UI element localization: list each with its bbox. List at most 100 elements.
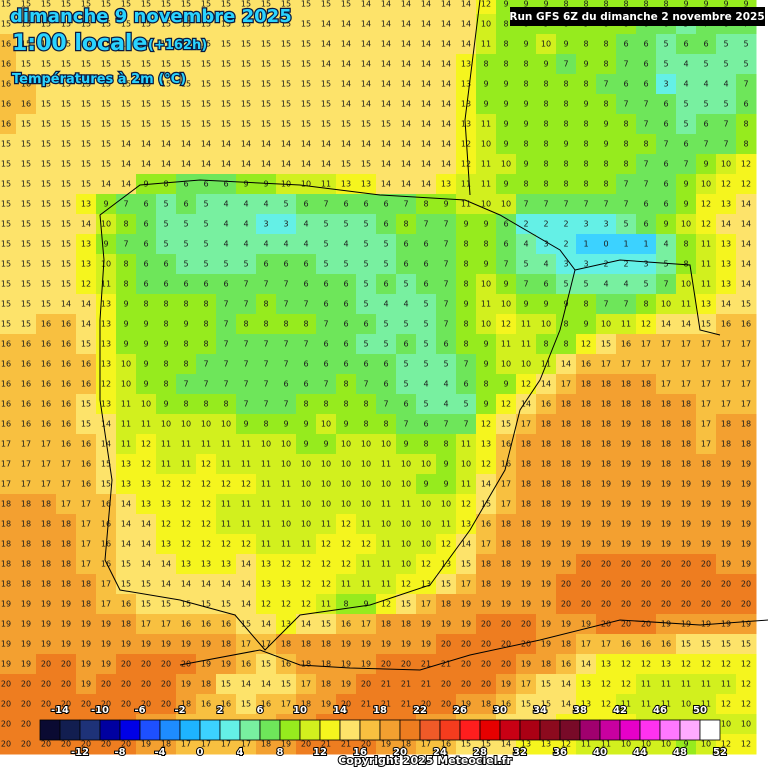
temperature-value: 7 xyxy=(243,400,248,409)
temperature-cell xyxy=(116,614,137,635)
temperature-cell xyxy=(336,614,357,635)
temperature-value: 5 xyxy=(403,360,408,369)
temperature-value: 17 xyxy=(741,340,751,349)
temperature-value: 10 xyxy=(301,180,311,189)
temperature-value: 14 xyxy=(361,80,371,89)
temperature-value: 14 xyxy=(441,100,451,109)
temperature-cell xyxy=(696,254,717,275)
temperature-cell xyxy=(596,494,617,515)
temperature-cell xyxy=(196,434,217,455)
temperature-cell xyxy=(236,374,257,395)
temperature-cell xyxy=(396,354,417,375)
temperature-value: 14 xyxy=(381,40,391,49)
temperature-value: 17 xyxy=(501,480,511,489)
temperature-cell xyxy=(136,34,157,55)
temperature-cell xyxy=(256,194,277,215)
temperature-cell xyxy=(316,34,337,55)
temperature-value: 10 xyxy=(421,540,431,549)
temperature-cell xyxy=(0,234,17,255)
temperature-cell xyxy=(416,374,437,395)
temperature-value: 18 xyxy=(401,620,411,629)
temperature-value: 15 xyxy=(381,120,391,129)
temperature-value: 17 xyxy=(421,600,431,609)
temperature-value: 14 xyxy=(181,160,191,169)
temperature-value: 8 xyxy=(463,340,468,349)
temperature-cell xyxy=(496,174,517,195)
temperature-value: 7 xyxy=(243,300,248,309)
temperature-cell xyxy=(616,554,637,575)
temperature-cell xyxy=(536,174,557,195)
temperature-value: 18 xyxy=(521,540,531,549)
temperature-cell xyxy=(376,334,397,355)
temperature-cell xyxy=(436,114,457,135)
temperature-value: 18 xyxy=(41,560,51,569)
temperature-value: 15 xyxy=(81,420,91,429)
temperature-value: 19 xyxy=(361,660,371,669)
temperature-cell xyxy=(116,34,137,55)
temperature-value: 13 xyxy=(661,660,671,669)
temperature-cell xyxy=(436,294,457,315)
temperature-cell xyxy=(596,354,617,375)
temperature-cell xyxy=(256,354,277,375)
temperature-value: 19 xyxy=(701,540,711,549)
temperature-value: 12 xyxy=(701,220,711,229)
temperature-cell xyxy=(696,454,717,475)
temperature-cell xyxy=(396,14,417,35)
temperature-cell xyxy=(636,554,657,575)
temperature-value: 9 xyxy=(323,440,328,449)
temperature-value: 13 xyxy=(461,100,471,109)
temperature-cell xyxy=(176,554,197,575)
temperature-cell xyxy=(456,214,477,235)
temperature-cell xyxy=(256,494,277,515)
temperature-value: 8 xyxy=(543,80,548,89)
temperature-value: 9 xyxy=(703,160,708,169)
temperature-cell xyxy=(336,154,357,175)
temperature-cell xyxy=(716,414,737,435)
temperature-cell xyxy=(336,94,357,115)
legend-tick-label: 36 xyxy=(553,747,567,758)
temperature-value: 14 xyxy=(481,480,491,489)
temperature-cell xyxy=(216,474,237,495)
temperature-value: 7 xyxy=(443,220,448,229)
temperature-cell xyxy=(636,414,657,435)
temperature-cell xyxy=(636,434,657,455)
temperature-value: 19 xyxy=(21,660,31,669)
legend-swatch xyxy=(119,719,141,741)
temperature-value: 12 xyxy=(621,660,631,669)
temperature-cell xyxy=(156,134,177,155)
temperature-value: 18 xyxy=(501,520,511,529)
temperature-value: 10 xyxy=(281,440,291,449)
temperature-cell xyxy=(56,674,77,695)
temperature-value: 14 xyxy=(561,700,571,709)
temperature-cell xyxy=(696,514,717,535)
temperature-value: 6 xyxy=(623,40,628,49)
legend-tick-label: -2 xyxy=(174,705,185,716)
temperature-cell xyxy=(276,394,297,415)
temperature-value: 8 xyxy=(563,180,568,189)
temperature-value: 7 xyxy=(383,400,388,409)
temperature-cell xyxy=(476,454,497,475)
temperature-cell xyxy=(116,0,137,15)
temperature-value: 5 xyxy=(323,260,328,269)
temperature-value: 8 xyxy=(463,240,468,249)
temperature-value: 15 xyxy=(101,60,111,69)
temperature-value: 14 xyxy=(381,80,391,89)
temperature-cell xyxy=(536,634,557,655)
temperature-value: 7 xyxy=(263,280,268,289)
temperature-value: 20 xyxy=(681,580,691,589)
temperature-value: 14 xyxy=(301,140,311,149)
temperature-cell xyxy=(456,334,477,355)
temperature-cell xyxy=(56,74,77,95)
temperature-value: 18 xyxy=(661,460,671,469)
temperature-cell xyxy=(716,194,737,215)
temperature-cell xyxy=(356,514,377,535)
temperature-cell xyxy=(616,154,637,175)
temperature-value: 19 xyxy=(561,540,571,549)
temperature-value: 17 xyxy=(681,360,691,369)
temperature-cell xyxy=(636,314,657,335)
temperature-value: 8 xyxy=(163,380,168,389)
temperature-value: 20 xyxy=(621,600,631,609)
temperature-value: 11 xyxy=(321,180,331,189)
temperature-cell xyxy=(396,374,417,395)
temperature-value: 19 xyxy=(501,580,511,589)
